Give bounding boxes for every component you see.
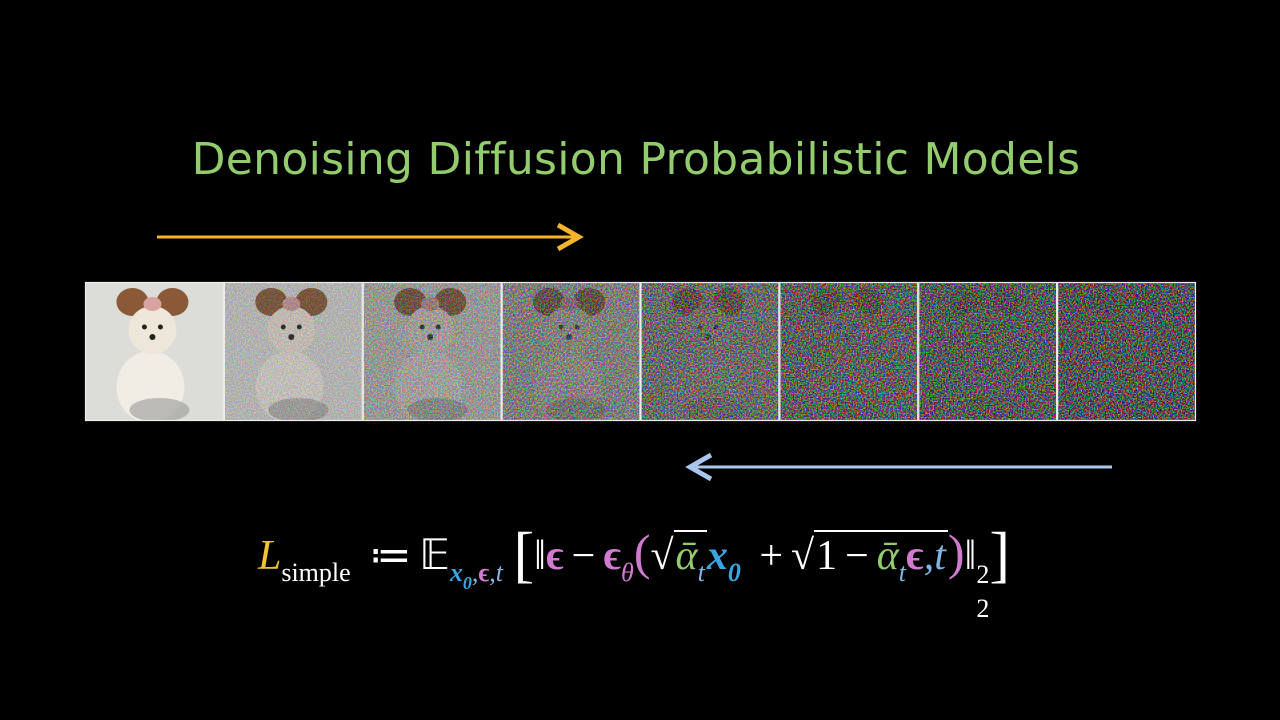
symbol: − [845, 533, 869, 579]
subscript: t [495, 558, 504, 587]
superscript: 2 [976, 560, 990, 589]
subscript: t [898, 558, 907, 587]
symbol: − [571, 533, 596, 579]
symbol: 1 [816, 533, 838, 579]
noisy-image [779, 282, 919, 421]
subscript: t [697, 558, 705, 587]
subscript: simple [281, 558, 351, 587]
symbol: ᾱ [675, 533, 698, 579]
subscript: θ [621, 558, 634, 587]
panel-border [1057, 281, 1197, 422]
paren: ) [947, 524, 965, 580]
panel-border [501, 281, 641, 422]
panel-border [84, 281, 224, 422]
symbol: t [934, 533, 946, 579]
subscript: 0 [462, 573, 472, 593]
subscript: ϵ [478, 558, 490, 587]
symbol: L [257, 533, 282, 579]
symbol: ϵ [906, 533, 924, 579]
paren: ( [633, 524, 651, 580]
bracket: [ [513, 521, 535, 589]
subscript: 2 [976, 594, 990, 623]
root: √ [791, 533, 815, 579]
norm: ‖ [964, 533, 977, 579]
symbol: ϵ [545, 533, 564, 579]
noisy-image [362, 282, 502, 421]
symbol: ᾱ [876, 533, 899, 579]
root: √ [650, 533, 674, 579]
noisy-image [640, 282, 780, 421]
symbol: + [759, 533, 783, 579]
subscript: x [449, 558, 463, 587]
image-strip [84, 281, 1197, 422]
noisy-image [918, 282, 1058, 421]
loss-formula: Lsimple ≔ 𝔼x0,ϵ,t [‖ϵ − ϵθ(√ᾱtx0 + √1− ᾱtϵ,t)… [0, 520, 1268, 626]
bracket: ] [989, 521, 1010, 589]
panel-border [223, 281, 363, 422]
subscript: , [489, 558, 496, 587]
subscript: , [471, 558, 479, 587]
panel-border [779, 281, 919, 422]
subscript: 0 [727, 558, 741, 587]
noisy-image [501, 282, 641, 421]
panel-border [362, 281, 502, 422]
noisy-image [85, 282, 224, 421]
symbol: x [706, 533, 728, 579]
panel-border [918, 281, 1058, 422]
symbol: ≔ [369, 533, 412, 579]
noisy-image [223, 282, 363, 421]
symbol: 𝔼 [419, 533, 450, 579]
noisy-image [1057, 282, 1196, 421]
slide-title: Denoising Diffusion Probabilistic Models [191, 134, 1081, 185]
symbol: , [923, 533, 935, 579]
norm: ‖ [534, 533, 546, 579]
panel-border [640, 281, 780, 422]
symbol: ϵ [603, 533, 622, 579]
